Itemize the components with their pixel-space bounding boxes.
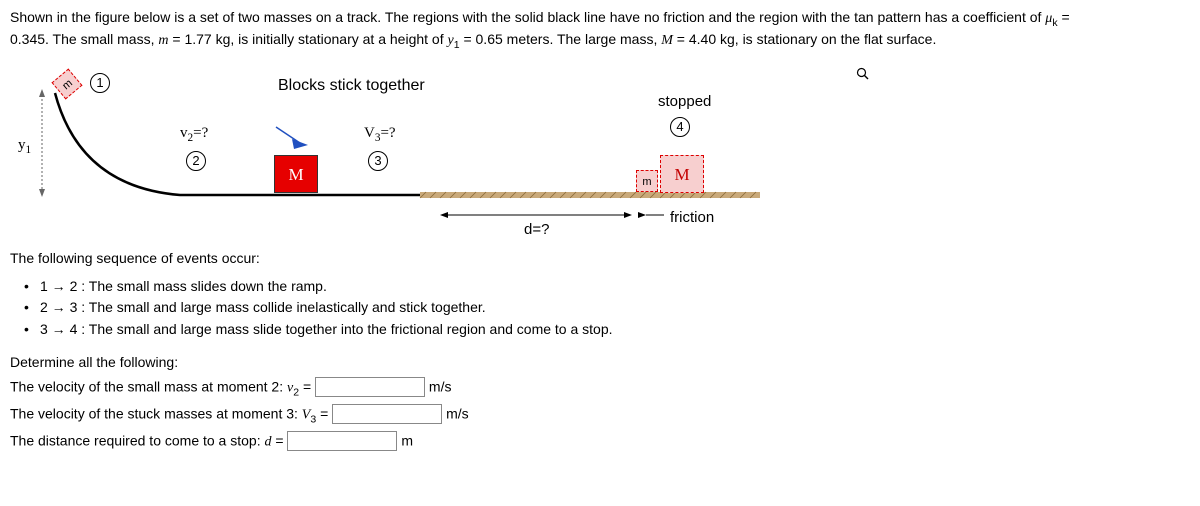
event-1: 1 → 2 : The small mass slides down the r… bbox=[40, 277, 1190, 297]
problem-statement: Shown in the figure below is a set of tw… bbox=[10, 8, 1190, 53]
text: = bbox=[316, 405, 332, 421]
event-2: 2 → 3 : The small and large mass collide… bbox=[40, 298, 1190, 318]
text: = bbox=[299, 378, 315, 394]
y1-label: y1 bbox=[18, 135, 31, 159]
moment-1-badge: 1 bbox=[90, 73, 110, 93]
big-mass-M: M bbox=[274, 155, 318, 193]
friction-label: friction bbox=[670, 207, 714, 228]
small-mass-4: m bbox=[636, 170, 658, 192]
events-intro: The following sequence of events occur: bbox=[10, 249, 1190, 269]
magnify-icon[interactable] bbox=[856, 67, 870, 87]
text: Shown in the figure below is a set of tw… bbox=[10, 9, 1045, 25]
answer-v2: The velocity of the small mass at moment… bbox=[10, 377, 1190, 400]
figure: y1 m 1 Blocks stick together v2=? 2 M V3… bbox=[10, 67, 1190, 239]
answer-d: The distance required to come to a stop:… bbox=[10, 431, 1190, 452]
event-3: 3 → 4 : The small and large mass slide t… bbox=[40, 320, 1190, 340]
v3-label: V3=? bbox=[364, 123, 396, 147]
events-list: 1 → 2 : The small mass slides down the r… bbox=[10, 277, 1190, 340]
text: = 0.65 meters. The large mass, bbox=[460, 31, 662, 47]
stick-label: Blocks stick together bbox=[278, 75, 425, 97]
unit: m/s bbox=[446, 405, 469, 421]
d-input[interactable] bbox=[287, 431, 397, 451]
text: The distance required to come to a stop: bbox=[10, 432, 264, 448]
moment-4-badge: 4 bbox=[670, 117, 690, 137]
moment-2-badge: 2 bbox=[186, 151, 206, 171]
text: = bbox=[1058, 9, 1070, 25]
unit: m bbox=[401, 432, 413, 448]
text: = 4.40 kg, is stationary on the flat sur… bbox=[673, 31, 936, 47]
unit: m/s bbox=[429, 378, 452, 394]
big-m-var: M bbox=[661, 33, 673, 48]
d-label: d=? bbox=[524, 219, 549, 240]
v3-input[interactable] bbox=[332, 404, 442, 424]
v2-label: v2=? bbox=[180, 123, 208, 147]
answer-v3: The velocity of the stuck masses at mome… bbox=[10, 404, 1190, 427]
text: The velocity of the stuck masses at mome… bbox=[10, 405, 302, 421]
moment-3-badge: 3 bbox=[368, 151, 388, 171]
big-mass-ghost: M bbox=[660, 155, 704, 193]
text: = 1.77 kg, is initially stationary at a … bbox=[169, 31, 448, 47]
text: 0.345. The small mass, bbox=[10, 31, 158, 47]
determine-heading: Determine all the following: bbox=[10, 353, 1190, 373]
v2-input[interactable] bbox=[315, 377, 425, 397]
stopped-label: stopped bbox=[658, 91, 711, 112]
text: = bbox=[271, 432, 287, 448]
text: The velocity of the small mass at moment… bbox=[10, 378, 287, 394]
m-var: m bbox=[158, 33, 168, 48]
